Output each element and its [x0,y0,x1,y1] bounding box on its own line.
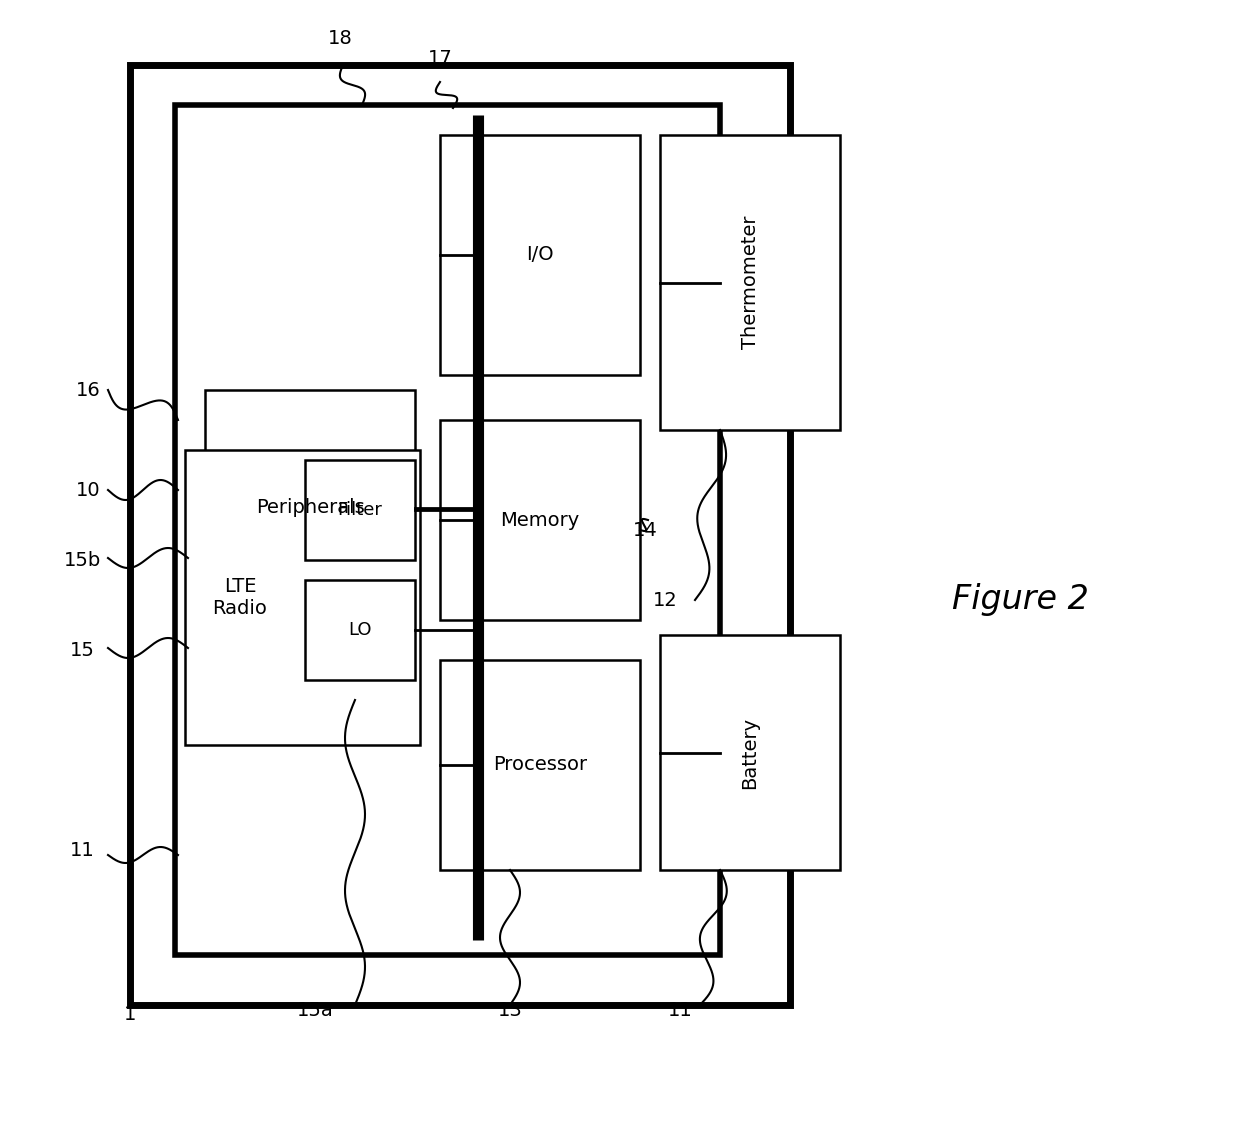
Text: 17: 17 [428,48,453,68]
Text: Figure 2: Figure 2 [951,584,1089,616]
Text: 11: 11 [667,1000,692,1019]
Text: 12: 12 [652,591,677,610]
Text: Memory: Memory [501,511,579,530]
Text: 15b: 15b [63,550,100,569]
Text: Filter: Filter [337,501,382,519]
Text: 13: 13 [497,1000,522,1019]
Text: 10: 10 [76,480,100,500]
Text: 18: 18 [327,28,352,47]
Text: I/O: I/O [526,245,554,264]
Bar [205,390,415,626]
Text: 16: 16 [76,380,100,399]
Text: Thermometer: Thermometer [740,216,759,349]
Bar [440,420,640,620]
Text: Peripherals: Peripherals [255,498,365,518]
Text: Battery: Battery [740,717,759,789]
Bar [440,135,640,375]
Text: LO: LO [348,621,372,639]
Bar [175,105,720,955]
Text: 14: 14 [632,521,657,540]
Bar [440,660,640,870]
Text: 11: 11 [69,840,94,860]
Bar [660,135,839,430]
Bar [185,450,420,745]
Text: LTE
Radio: LTE Radio [212,577,268,618]
Text: 15a: 15a [296,1000,334,1019]
Text: Processor: Processor [494,756,587,774]
Bar [130,65,790,1005]
Bar [660,634,839,870]
Bar [305,580,415,680]
Text: 1: 1 [124,1006,136,1025]
Bar [305,460,415,560]
Text: 15: 15 [69,640,94,659]
